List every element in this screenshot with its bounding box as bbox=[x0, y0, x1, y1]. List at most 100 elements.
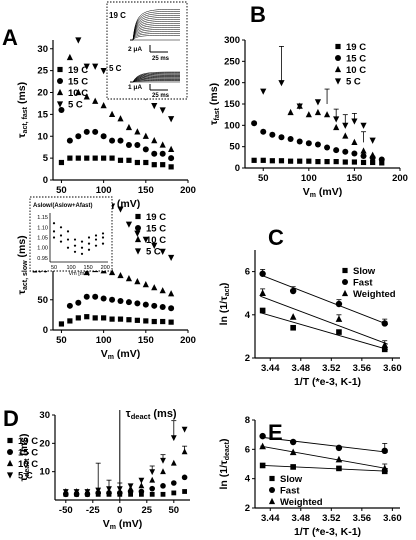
x-tick-label: 50 bbox=[169, 505, 180, 516]
marker-square bbox=[168, 164, 174, 170]
inset-point bbox=[80, 246, 84, 249]
inset-current-traces: 19 C 2 μA 25 ms 5 C 1 μA 25 ms bbox=[106, 1, 188, 100]
inset-x-tick-label: 100 bbox=[66, 265, 75, 271]
legend-label: 10 C bbox=[68, 88, 88, 99]
marker-triangle-up bbox=[125, 123, 133, 131]
marker-triangle-down bbox=[369, 137, 376, 144]
marker-circle bbox=[351, 150, 358, 157]
marker-triangle-down bbox=[75, 37, 82, 44]
x-tick-label: 150 bbox=[346, 173, 362, 184]
inset-point bbox=[59, 234, 63, 237]
marker-triangle-up bbox=[108, 110, 116, 117]
marker-square bbox=[67, 155, 73, 161]
legend-label: 15 C bbox=[18, 448, 38, 459]
marker-square bbox=[287, 158, 294, 164]
marker-circle bbox=[260, 128, 267, 135]
inset-point bbox=[73, 250, 77, 253]
marker-triangle-down bbox=[334, 78, 342, 85]
y-axis-title: ln (1/τact) bbox=[218, 283, 231, 326]
y-tick-label: 20 bbox=[37, 88, 48, 99]
inset-point bbox=[80, 252, 84, 255]
marker-triangle-down bbox=[360, 122, 367, 129]
y-tick-label: 6 bbox=[245, 444, 250, 455]
marker-square bbox=[351, 159, 358, 165]
inset-x-tick-label: 50 bbox=[51, 265, 57, 271]
y-tick-label: 30 bbox=[39, 410, 50, 421]
marker-triangle-up bbox=[134, 278, 141, 285]
marker-square bbox=[57, 66, 63, 73]
marker-circle bbox=[58, 107, 65, 113]
panel-letter: C bbox=[268, 225, 284, 250]
marker-square bbox=[101, 155, 107, 161]
marker-triangle-up bbox=[83, 93, 90, 100]
y-axis-title: τact, fast (ms) bbox=[16, 82, 29, 138]
marker-circle bbox=[117, 137, 124, 144]
marker-triangle-down bbox=[314, 99, 322, 106]
marker-triangle-down bbox=[170, 435, 177, 442]
marker-square bbox=[75, 155, 81, 161]
legend-label: 5 C bbox=[18, 471, 33, 482]
legend-label: Slow bbox=[353, 266, 376, 277]
legend-label: 5 C bbox=[68, 100, 83, 111]
marker-triangle-up bbox=[259, 442, 266, 450]
marker-square bbox=[109, 316, 115, 322]
legend-label: Slow bbox=[280, 474, 303, 485]
marker-triangle-up bbox=[289, 313, 297, 320]
marker-circle bbox=[171, 480, 177, 486]
inset-point bbox=[94, 238, 98, 241]
marker-circle bbox=[142, 146, 149, 153]
marker-triangle-down bbox=[168, 116, 175, 123]
inset-y-title: Aslow/(Aslow+Afast) bbox=[33, 203, 93, 209]
marker-circle bbox=[269, 487, 275, 493]
legend-label: 19 C bbox=[346, 42, 366, 53]
marker-square bbox=[101, 315, 107, 321]
legend-label: 19 C bbox=[68, 65, 88, 76]
fit-line bbox=[260, 436, 388, 453]
y-tick-label: 5 bbox=[43, 153, 49, 164]
x-tick-label: 3.60 bbox=[383, 513, 402, 524]
marker-triangle-down bbox=[117, 206, 124, 213]
marker-square bbox=[259, 307, 266, 314]
x-tick-label: -25 bbox=[86, 505, 100, 516]
y-tick-label: 2 bbox=[245, 353, 250, 364]
marker-triangle-up bbox=[108, 268, 116, 276]
marker-triangle-up bbox=[369, 151, 376, 158]
inset-point bbox=[66, 230, 70, 233]
legend-label: Weighted bbox=[353, 289, 396, 300]
x-axis-title: 1/T (*e-3, K-1) bbox=[294, 376, 361, 388]
marker-circle bbox=[289, 438, 297, 446]
x-tick-label: 50 bbox=[56, 335, 67, 346]
marker-triangle-down bbox=[125, 221, 133, 228]
x-tick-label: 3.60 bbox=[383, 363, 402, 374]
marker-square bbox=[381, 346, 388, 353]
scale-label-current: 2 μA bbox=[128, 46, 142, 53]
marker-triangle-down bbox=[6, 472, 14, 479]
marker-circle bbox=[149, 485, 155, 492]
y-tick-label: 150 bbox=[224, 99, 240, 110]
panel-letter: D bbox=[3, 406, 19, 431]
x-tick-label: 25 bbox=[142, 505, 153, 516]
marker-triangle-up bbox=[323, 111, 331, 118]
marker-triangle-down bbox=[333, 116, 340, 123]
marker-circle bbox=[259, 270, 266, 277]
marker-triangle-up bbox=[117, 115, 124, 122]
marker-triangle-up bbox=[142, 281, 149, 288]
marker-square bbox=[336, 329, 342, 335]
fit-line bbox=[260, 274, 388, 325]
marker-circle bbox=[335, 444, 343, 452]
x-axis-title: 1/T (*e-3, K-1) bbox=[294, 526, 361, 538]
marker-triangle-up bbox=[159, 141, 166, 148]
inset-point bbox=[73, 244, 77, 247]
y-tick-label: 0 bbox=[43, 325, 48, 336]
inset-point bbox=[59, 240, 63, 243]
marker-circle bbox=[109, 137, 116, 144]
marker-square bbox=[151, 318, 157, 325]
inset-x-tick-label: 200 bbox=[101, 265, 110, 271]
marker-triangle-up bbox=[83, 268, 90, 276]
inset-point bbox=[80, 240, 84, 243]
marker-triangle-up bbox=[268, 497, 276, 505]
marker-circle bbox=[109, 296, 116, 303]
y-tick-label: 25 bbox=[37, 66, 48, 77]
marker-square bbox=[117, 157, 124, 163]
inset-ratio-plot: Aslow/(Aslow+Afast) 0.95 1.00 1.05 1.10 1.15 5… bbox=[29, 196, 113, 277]
